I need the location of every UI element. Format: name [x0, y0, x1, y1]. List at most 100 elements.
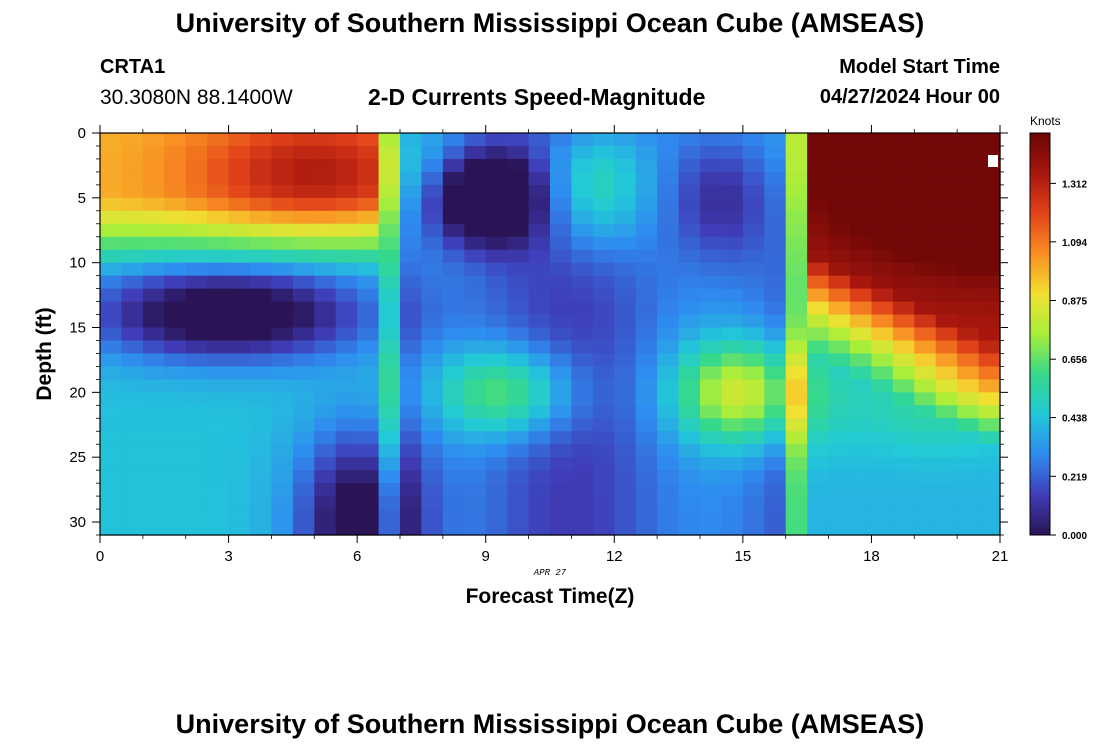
heatmap-cell: [592, 314, 615, 329]
heatmap-cell: [850, 223, 873, 238]
heatmap-cell: [292, 405, 315, 419]
heatmap-cell: [228, 470, 251, 484]
heatmap-cell: [164, 509, 187, 523]
heatmap-cell: [635, 470, 658, 484]
heatmap-cell: [207, 223, 230, 238]
heatmap-cell: [721, 223, 744, 238]
heatmap-cell: [571, 522, 594, 536]
heatmap-cell: [700, 275, 723, 290]
heatmap-cell: [721, 431, 744, 445]
heatmap-cell: [357, 444, 380, 458]
heatmap-cell: [935, 275, 958, 290]
heatmap-cell: [978, 496, 1001, 510]
heatmap-cell: [250, 366, 273, 380]
x-tick-label: 12: [606, 548, 623, 565]
heatmap-cell: [764, 223, 787, 238]
heatmap-cell: [421, 392, 444, 406]
heatmap-cell: [785, 301, 808, 316]
heatmap-cell: [592, 392, 615, 406]
heatmap-cell: [614, 275, 637, 290]
heatmap-cell: [528, 184, 551, 199]
heatmap-cell: [807, 431, 830, 445]
heatmap-cell: [657, 171, 680, 186]
heatmap-cell: [700, 470, 723, 484]
heatmap-cell: [228, 197, 251, 212]
heatmap-cell: [678, 288, 701, 303]
heatmap-cell: [357, 509, 380, 523]
heatmap-cell: [935, 327, 958, 342]
heatmap-cell: [292, 379, 315, 393]
heatmap-cell: [635, 314, 658, 329]
heatmap-cell: [185, 444, 208, 458]
heatmap-cell: [957, 145, 980, 160]
heatmap-cell: [421, 483, 444, 497]
heatmap-cell: [871, 145, 894, 160]
heatmap-cell: [142, 522, 165, 536]
heatmap-cell: [314, 509, 337, 523]
heatmap-cell: [935, 470, 958, 484]
heatmap-cell: [828, 288, 851, 303]
heatmap-cell: [121, 340, 144, 355]
heatmap-cell: [485, 366, 508, 380]
heatmap-cell: [228, 133, 251, 147]
heatmap-cell: [357, 483, 380, 497]
heatmap-cell: [185, 392, 208, 406]
heatmap-cell: [871, 249, 894, 264]
heatmap-cell: [100, 288, 123, 303]
heatmap-cell: [764, 509, 787, 523]
heatmap-cell: [378, 444, 401, 458]
heatmap-cell: [571, 418, 594, 432]
heatmap-cell: [335, 133, 358, 147]
heatmap-cell: [635, 418, 658, 432]
heatmap-cell: [335, 249, 358, 264]
heatmap-cell: [635, 184, 658, 199]
heatmap-cell: [657, 509, 680, 523]
heatmap-cell: [935, 444, 958, 458]
heatmap-cell: [185, 301, 208, 316]
heatmap-cell: [357, 210, 380, 225]
heatmap-cell: [785, 470, 808, 484]
heatmap-cell: [785, 379, 808, 393]
heatmap-cell: [528, 158, 551, 173]
heatmap-cell: [164, 288, 187, 303]
heatmap-cell: [764, 327, 787, 342]
heatmap-cell: [721, 197, 744, 212]
heatmap-cell: [442, 353, 465, 368]
heatmap-cell: [464, 197, 487, 212]
heatmap-cell: [850, 431, 873, 445]
heatmap-cell: [121, 509, 144, 523]
heatmap-cell: [828, 340, 851, 355]
heatmap-cell: [914, 353, 937, 368]
heatmap-cell: [142, 483, 165, 497]
heatmap-cell: [100, 236, 123, 251]
heatmap-cell: [850, 444, 873, 458]
heatmap-cell: [185, 184, 208, 199]
heatmap-cell: [678, 509, 701, 523]
heatmap-cell: [507, 509, 530, 523]
heatmap-cell: [892, 496, 915, 510]
heatmap-cell: [807, 444, 830, 458]
heatmap-cell: [464, 418, 487, 432]
heatmap-cell: [678, 496, 701, 510]
heatmap-cell: [164, 275, 187, 290]
heatmap-cell: [378, 405, 401, 419]
heatmap-cell: [807, 301, 830, 316]
heatmap-cell: [528, 340, 551, 355]
heatmap-cell: [164, 210, 187, 225]
heatmap-cell: [314, 275, 337, 290]
heatmap-cell: [871, 444, 894, 458]
heatmap-cell: [914, 197, 937, 212]
heatmap-cell: [828, 262, 851, 277]
heatmap-cell: [464, 457, 487, 471]
heatmap-cell: [571, 496, 594, 510]
heatmap-cell: [207, 249, 230, 264]
heatmap-cell: [850, 249, 873, 264]
heatmap-cell: [592, 236, 615, 251]
heatmap-cell: [121, 457, 144, 471]
heatmap-cell: [207, 301, 230, 316]
heatmap-cell: [742, 145, 765, 160]
heatmap-cell: [892, 133, 915, 147]
heatmap-cell: [250, 197, 273, 212]
heatmap-cell: [357, 470, 380, 484]
heatmap-cell: [164, 444, 187, 458]
